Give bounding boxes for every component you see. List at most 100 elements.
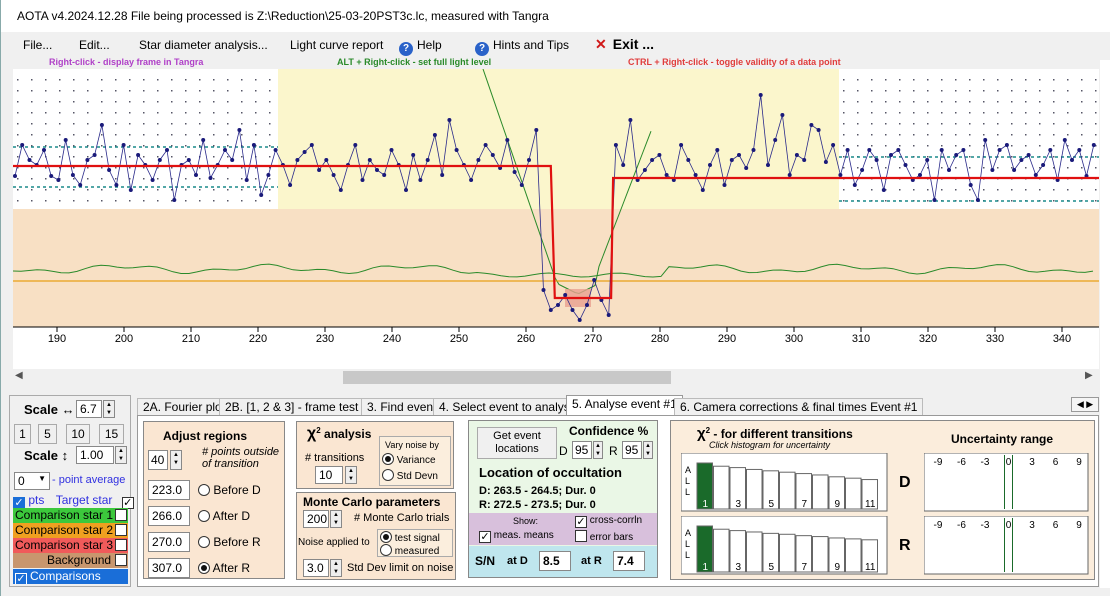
variance-radio[interactable] <box>382 453 394 465</box>
meas-means-option[interactable]: ✓ meas. means <box>479 530 554 543</box>
trials-stepper[interactable]: ▲ ▼ <box>330 510 342 528</box>
data-point <box>693 173 698 177</box>
tab-scroll-arrows[interactable]: ◀ ▶ <box>1071 397 1099 412</box>
menu-star-diameter[interactable]: Star diameter analysis... <box>139 38 268 52</box>
conf-d-input[interactable]: 95 <box>572 441 592 459</box>
error-bars-option[interactable]: error bars <box>575 530 633 543</box>
menu-light-curve-report[interactable]: Light curve report <box>290 38 384 52</box>
target-star-checkbox[interactable]: ✓ <box>121 497 134 509</box>
test-signal-option[interactable]: test signal <box>380 531 440 544</box>
comparison-star-2-checkbox[interactable] <box>115 524 127 536</box>
background-checkbox[interactable] <box>115 554 127 566</box>
get-event-locations-button[interactable]: Get event locations <box>477 427 557 459</box>
test-signal-radio[interactable] <box>380 531 392 543</box>
point-average-select[interactable]: 0 ▼ <box>14 472 50 490</box>
after-d-radio[interactable] <box>198 510 210 522</box>
after-r-radio[interactable] <box>198 562 210 574</box>
menu-hints[interactable]: ? Hints and Tips <box>475 38 569 56</box>
plot-horizontal-scrollbar[interactable]: ◀ ▶ <box>13 369 1099 386</box>
comparison-star-2-row[interactable]: Comparison star 2 <box>13 523 128 538</box>
x-tick-label: 280 <box>651 333 669 345</box>
before-d-input[interactable]: 223.0 <box>148 480 190 500</box>
error-bars-checkbox[interactable] <box>575 530 587 542</box>
scale-h-stepper[interactable]: ▲ ▼ <box>103 400 115 418</box>
grid-dot <box>31 112 33 114</box>
background-row[interactable]: Background <box>13 553 128 568</box>
std-devn-option[interactable]: Std Devn <box>382 469 438 482</box>
conf-r-input[interactable]: 95 <box>622 441 642 459</box>
scale-v-input[interactable]: 1.00 <box>76 446 114 464</box>
scale-preset-1[interactable]: 1 <box>14 424 31 444</box>
std-devn-radio[interactable] <box>382 469 394 481</box>
menu-edit[interactable]: Edit... <box>79 38 110 52</box>
grid-dot <box>857 112 859 114</box>
scroll-left-icon[interactable]: ◀ <box>15 370 23 381</box>
cross-corrln-checkbox[interactable]: ✓ <box>575 516 587 528</box>
points-outside-stepper[interactable]: ▲ ▼ <box>170 450 182 470</box>
transitions-input[interactable]: 10 <box>315 466 343 484</box>
comparison-star-3-row[interactable]: Comparison star 3 <box>13 538 128 553</box>
data-point <box>483 143 488 147</box>
grid-dot <box>143 101 145 103</box>
grid-dot <box>1011 79 1013 81</box>
data-point <box>237 128 242 132</box>
comparison-star-1-row[interactable]: Comparison star 1 <box>13 508 128 523</box>
after-r-option[interactable]: After R <box>198 561 250 575</box>
tab-analyse-event[interactable]: 5. Analyse event #1 <box>566 395 683 415</box>
before-r-input[interactable]: 270.0 <box>148 532 190 552</box>
points-outside-input[interactable]: 40 <box>148 450 168 470</box>
transitions-stepper[interactable]: ▲ ▼ <box>345 466 357 484</box>
histogram-bar <box>696 525 713 573</box>
measured-radio[interactable] <box>380 544 392 556</box>
tab-select-event[interactable]: 4. Select event to analyse <box>433 398 583 415</box>
comparison-star-1-checkbox[interactable] <box>115 509 127 521</box>
cross-corrln-option[interactable]: ✓ cross-corrln <box>575 515 643 528</box>
grid-dot <box>241 79 243 81</box>
menu-exit[interactable]: ✕ Exit ... <box>595 36 654 52</box>
after-d-input[interactable]: 266.0 <box>148 506 190 526</box>
grid-dot <box>983 123 985 125</box>
variance-option[interactable]: Variance <box>382 453 436 466</box>
measured-option[interactable]: measured <box>380 544 439 557</box>
light-curve-plot[interactable]: 190 200 210 220 230 240 250 260 270 280 290 300 310 3… <box>13 69 1099 369</box>
scale-preset-5[interactable]: 5 <box>38 424 57 444</box>
data-point <box>273 148 278 152</box>
tab-camera-corrections[interactable]: 6. Camera corrections & final times Even… <box>674 398 924 415</box>
scrollbar-thumb[interactable] <box>343 371 671 384</box>
menu-file[interactable]: File... <box>23 38 53 52</box>
after-r-input[interactable]: 307.0 <box>148 558 190 578</box>
before-r-option[interactable]: Before R <box>198 535 261 549</box>
meas-means-checkbox[interactable]: ✓ <box>479 531 491 543</box>
grid-dot <box>1039 189 1041 191</box>
tab-find-events[interactable]: 3. Find events <box>361 398 449 415</box>
tab-frame-test[interactable]: 2B. [1, 2 & 3] - frame test <box>219 398 365 415</box>
data-point <box>244 178 249 182</box>
data-point <box>309 143 314 147</box>
scroll-right-icon[interactable]: ▶ <box>1085 370 1093 381</box>
comparisons-scaled-checkbox[interactable]: ✓ <box>15 573 27 584</box>
menu-bar: File... Edit... Star diameter analysis..… <box>1 34 1110 56</box>
data-point <box>664 173 669 177</box>
grid-dot <box>241 134 243 136</box>
comparisons-scaled-row[interactable]: ✓Comparisons scaled <box>13 569 128 584</box>
std-limit-stepper[interactable]: ▲ ▼ <box>330 559 342 577</box>
std-limit-input[interactable]: 3.0 <box>303 559 329 577</box>
scale-v-stepper[interactable]: ▲ ▼ <box>115 446 127 464</box>
menu-help[interactable]: ? Help <box>399 38 442 56</box>
before-d-option[interactable]: Before D <box>198 483 261 497</box>
scale-h-input[interactable]: 6.7 <box>76 400 102 418</box>
comparison-star-3-checkbox[interactable] <box>115 539 127 551</box>
trials-input[interactable]: 200 <box>303 510 329 528</box>
conf-d-stepper[interactable]: ▲ ▼ <box>593 441 603 459</box>
before-d-radio[interactable] <box>198 484 210 496</box>
scale-preset-15[interactable]: 15 <box>99 424 124 444</box>
grid-dot <box>87 145 89 147</box>
data-point <box>230 158 235 162</box>
after-d-option[interactable]: After D <box>198 509 250 523</box>
scale-preset-10[interactable]: 10 <box>66 424 90 444</box>
conf-r-stepper[interactable]: ▲ ▼ <box>643 441 653 459</box>
before-r-radio[interactable] <box>198 536 210 548</box>
tab-fourier-plot[interactable]: 2A. Fourier plot <box>137 398 232 415</box>
